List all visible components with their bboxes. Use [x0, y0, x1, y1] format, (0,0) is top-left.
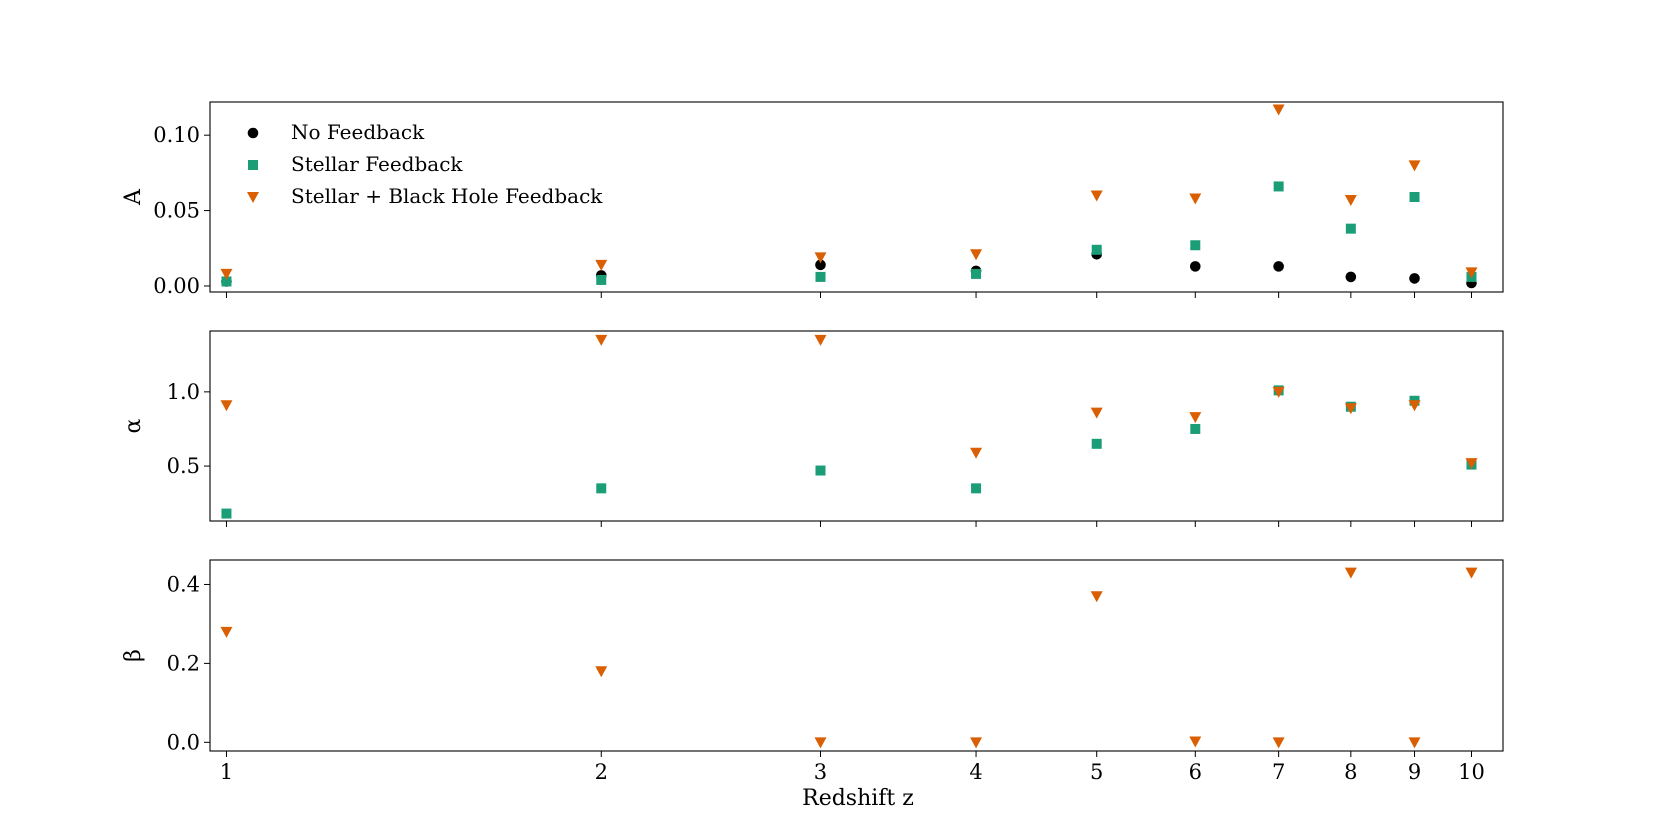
- y-tick-label: 0.10: [153, 123, 200, 147]
- x-tick-label: 9: [1408, 760, 1421, 784]
- y-tick-label: 0.4: [167, 572, 200, 596]
- x-tick-label: 3: [814, 760, 827, 784]
- panel-3: 0.0 0.2 0.4 1 2 3 4 5 6 7 8 9 10 β: [121, 559, 1504, 784]
- legend-label: No Feedback: [291, 120, 425, 144]
- data-point: [1345, 223, 1356, 234]
- series-stellar-feedback: [221, 385, 1477, 519]
- data-point: [220, 400, 233, 412]
- data-point: [1345, 271, 1357, 283]
- data-point: [1272, 386, 1285, 398]
- series-no-feedback: [221, 249, 1477, 289]
- panel-frame: [209, 101, 1504, 293]
- data-point: [815, 465, 826, 476]
- data-point: [1090, 190, 1103, 202]
- x-tick-label: 6: [1189, 760, 1202, 784]
- data-point: [595, 666, 608, 678]
- y-tick-label: 0.2: [167, 651, 200, 675]
- data-point: [814, 737, 827, 749]
- data-point: [1090, 591, 1103, 603]
- data-point: [970, 447, 983, 459]
- data-point: [815, 259, 826, 271]
- data-point: [814, 334, 827, 346]
- data-point: [1272, 104, 1285, 116]
- legend-marker: [247, 192, 259, 203]
- data-point: [1189, 261, 1201, 272]
- data-point: [1273, 181, 1284, 192]
- x-tick-label: 7: [1272, 760, 1285, 784]
- x-axis-title: Redshift z: [802, 786, 914, 811]
- legend-marker: [248, 160, 258, 170]
- data-point: [970, 249, 983, 261]
- data-point: [1272, 737, 1285, 749]
- data-point: [1189, 193, 1202, 205]
- legend-label: Stellar + Black Hole Feedback: [291, 184, 603, 208]
- y-axis-title: A: [121, 188, 146, 206]
- data-point: [1344, 403, 1357, 415]
- data-point: [1190, 240, 1201, 251]
- y-axis-title: β: [121, 649, 146, 662]
- data-point: [970, 737, 983, 749]
- data-point: [220, 268, 233, 280]
- y-tick-label: 0.05: [153, 199, 200, 223]
- legend: No Feedback Stellar Feedback Stellar + Bla…: [247, 120, 603, 208]
- data-point: [596, 483, 607, 494]
- series-stellar-black-hole-feedback: [220, 104, 1478, 280]
- data-point: [1409, 192, 1420, 202]
- x-tick-label: 4: [969, 760, 982, 784]
- data-point: [1189, 412, 1202, 424]
- legend-label: Stellar Feedback: [291, 152, 463, 176]
- data-point: [1091, 244, 1102, 255]
- data-point: [1408, 160, 1421, 172]
- y-tick-label: 0.00: [153, 274, 200, 298]
- x-tick-label: 5: [1090, 760, 1103, 784]
- data-point: [1189, 736, 1202, 748]
- data-point: [595, 334, 608, 346]
- data-point: [971, 483, 982, 494]
- data-point: [220, 626, 233, 638]
- data-point: [595, 259, 608, 271]
- data-point: [221, 276, 232, 287]
- data-point: [1408, 737, 1421, 749]
- data-point: [815, 271, 826, 282]
- data-point: [1465, 458, 1478, 470]
- data-point: [1090, 407, 1103, 419]
- data-point: [1091, 438, 1102, 449]
- data-point: [1408, 400, 1421, 412]
- data-point: [596, 274, 607, 285]
- x-tick-label: 1: [220, 760, 233, 784]
- data-point: [1273, 261, 1284, 272]
- y-axis-title: α: [121, 418, 146, 433]
- data-point: [971, 268, 982, 279]
- legend-marker: [247, 127, 259, 139]
- y-tick-label: 0.0: [167, 730, 200, 754]
- data-point: [1409, 273, 1420, 284]
- panel-frame: [209, 559, 1504, 752]
- series-stellar-black-hole-feedback: [220, 334, 1478, 470]
- series-stellar-black-hole-feedback: [220, 567, 1478, 749]
- data-point: [221, 508, 232, 519]
- data-point: [1465, 567, 1478, 579]
- data-point: [1465, 267, 1478, 279]
- panel-2: 0.5 1.0 α: [121, 330, 1504, 527]
- data-point: [1190, 423, 1201, 434]
- data-point: [1344, 567, 1357, 579]
- x-tick-label: 2: [595, 760, 608, 784]
- y-tick-label: 0.5: [167, 454, 200, 478]
- data-point: [1344, 195, 1357, 207]
- x-tick-label: 10: [1458, 760, 1485, 784]
- panel-frame: [209, 330, 1504, 522]
- panel-1: 0.00 0.05 0.10 A No Feedback Stellar Feedback…: [121, 101, 1504, 298]
- x-tick-label: 8: [1344, 760, 1357, 784]
- data-point: [814, 252, 827, 264]
- y-tick-label: 1.0: [167, 380, 200, 404]
